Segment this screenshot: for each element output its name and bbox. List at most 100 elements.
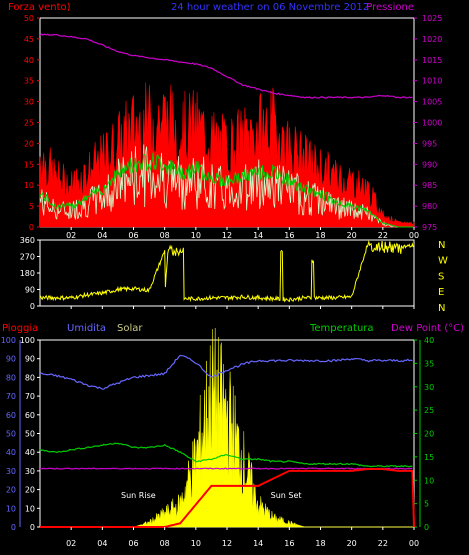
chart-title: 24 hour weather on 06 Novembre 2012 [171,2,369,13]
dewpoint-series [39,467,413,470]
pressure-right-tick-label: 1025 [422,14,442,23]
x-tick-label: 02 [66,539,76,548]
wind-left-tick-label: 30 [24,98,34,107]
direction-tick-label: 90 [25,286,35,295]
wind-left-tick-label: 45 [24,35,34,44]
humidity-tick-label: 30 [25,467,35,476]
x-tick-label: 10 [191,539,201,548]
rain-tick-label: 20 [6,486,16,495]
humidity-series [39,354,413,390]
wind-left-tick-label: 25 [24,119,34,128]
pressure-series [39,33,413,99]
humidity-tick-label: 50 [25,430,35,439]
pressure-right-tick-label: 995 [422,139,437,148]
x-axis-ticks: 02 02 04 04 06 06 08 08 10 10 12 12 14 14 16 16 18 18 20 20… [66,227,419,548]
wind-left-tick-label: 15 [24,160,34,169]
wind-left-tick-label: 10 [24,181,34,190]
pressure-right-tick-label: 1000 [422,119,442,128]
x-tick-label: 06 [128,539,138,548]
pressure-right-tick-label: 990 [422,160,437,169]
pressure-axis-title: Pressione [366,2,414,13]
temperature-axis-title: Temperatura [309,323,374,334]
wind-left-tick-label: 40 [24,56,34,65]
x-tick-label: 10 [191,231,201,240]
x-tick-label: 02 [66,231,76,240]
humidity-axis-title: Umidita [67,323,106,334]
solar-series [40,327,414,528]
rain-tick-label: 10 [6,504,16,513]
rain-tick-label: 50 [6,430,16,439]
wind-direction-series [39,239,414,303]
temp-tick-label: 30 [424,383,434,392]
humidity-tick-label: 70 [25,392,35,401]
rain-tick-label: 80 [6,373,16,382]
humidity-tick-label: 0 [30,523,35,532]
x-tick-label: 18 [315,231,325,240]
pressure-right-tick-label: 1005 [422,98,442,107]
solar-axis-title: Solar [117,323,143,334]
wind-left-tick-label: 0 [29,223,34,232]
compass-label: N [438,303,445,314]
direction-tick-label: 180 [20,269,35,278]
pressure-right-tick-label: 1010 [422,77,442,86]
wind-panel: 0510152025303540455097598098599099510001… [24,14,443,232]
compass-label: S [438,271,444,282]
wind-average-series [39,152,414,228]
humidity-tick-label: 90 [25,355,35,364]
compass-label: E [438,287,444,298]
humidity-tick-label: 20 [25,486,35,495]
x-tick-label: 00 [409,231,419,240]
temp-tick-label: 40 [424,336,434,345]
direction-tick-label: 270 [20,253,35,262]
x-tick-label: 00 [409,539,419,548]
temp-tick-label: 20 [424,430,434,439]
temperature-series [39,442,413,468]
temp-tick-label: 25 [424,406,434,415]
humidity-tick-label: 100 [20,336,35,345]
x-tick-label: 16 [284,231,294,240]
humidity-tick-label: 40 [25,448,35,457]
rain-tick-label: 60 [6,411,16,420]
x-tick-label: 18 [315,539,325,548]
temp-tick-label: 0 [424,523,429,532]
rain-tick-label: 40 [6,448,16,457]
temp-tick-label: 5 [424,500,429,509]
wind-left-tick-label: 35 [24,77,34,86]
direction-tick-label: 0 [30,302,35,311]
direction-tick-label: 360 [20,236,35,245]
humidity-tick-label: 60 [25,411,35,420]
x-tick-label: 14 [253,231,263,240]
pressure-right-tick-label: 980 [422,202,437,211]
wind-left-tick-label: 20 [24,139,34,148]
x-tick-label: 12 [222,231,232,240]
temp-tick-label: 10 [424,476,434,485]
wind-axis-title: Forza vento) [8,2,71,13]
humidity-tick-label: 10 [25,504,35,513]
x-tick-label: 08 [160,539,170,548]
compass-label: W [438,256,448,267]
temp-tick-label: 35 [424,359,434,368]
pressure-right-tick-label: 985 [422,181,437,190]
humidity-tick-label: 80 [25,373,35,382]
sunset-annotation: Sun Set [271,491,302,500]
sunrise-annotation: Sun Rise [121,491,156,500]
rain-tick-label: 100 [1,336,16,345]
rain-humidity-temp-panel: 0102030405060708090100010203040506070809… [1,327,434,532]
dewpoint-axis-title: Dew Point (°C) [391,323,464,334]
x-tick-label: 06 [128,231,138,240]
wind-left-tick-label: 5 [29,202,34,211]
x-tick-label: 04 [97,539,107,548]
pressure-right-tick-label: 1015 [422,56,442,65]
x-tick-label: 08 [160,231,170,240]
x-tick-label: 20 [347,539,357,548]
wind-left-tick-label: 50 [24,14,34,23]
x-tick-label: 14 [253,539,263,548]
rain-tick-label: 90 [6,355,16,364]
wind-speed-series [39,144,414,228]
pressure-right-tick-label: 1020 [422,35,442,44]
temp-tick-label: 15 [424,453,434,462]
x-tick-label: 22 [378,231,388,240]
header: Forza vento) 24 hour weather on 06 Novem… [8,2,414,13]
